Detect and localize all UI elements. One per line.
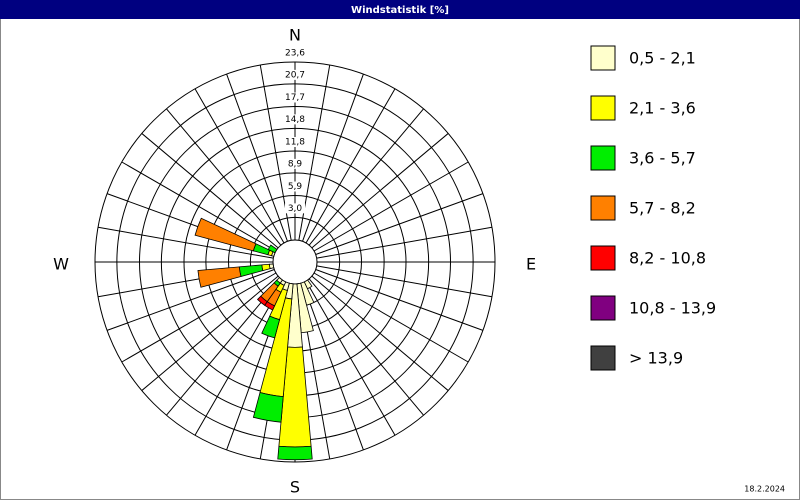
petal-segment [197,266,242,288]
r-tick-label: 20,7 [285,70,305,80]
title-bar [0,0,800,19]
grid-ring [94,61,496,463]
direction-label: N [289,26,301,45]
tick-label-bg [285,158,305,169]
tick-label-bg [285,69,305,80]
legend-swatch [590,245,616,271]
petal-segment [257,295,268,306]
legend-label: 2,1 - 3,6 [629,99,696,118]
r-tick-label: 3,0 [288,204,303,214]
r-tick-label: 14,8 [285,115,305,125]
legend-swatch [590,345,616,371]
tick-label-bg [285,137,305,147]
r-tick-label: 5,9 [288,182,303,192]
r-tick-label: 8,9 [288,159,303,169]
legend-label: 0,5 - 2,1 [629,49,696,68]
r-tick-label: 23,6 [285,49,305,59]
grid [94,61,496,463]
petal-segment [252,392,284,423]
legend-swatch [590,45,616,71]
petal-segment [277,445,313,461]
legend-swatch [590,295,616,321]
tick-label-bg [285,92,305,103]
tick-label-bg [285,114,305,125]
petal-segment [194,217,257,252]
legend-swatch [590,195,616,221]
legend-swatch [590,145,616,171]
tick-label-bg [285,181,305,192]
chart-title: Windstatistik [%] [351,5,449,16]
tick-label-bg [285,48,305,58]
petal-segment [261,315,281,339]
legend-label: 8,2 - 10,8 [629,249,706,268]
legend-swatch [590,95,616,121]
direction-label: W [53,255,69,274]
direction-label: E [526,255,536,274]
legend-label: > 13,9 [629,349,683,368]
direction-label: S [290,478,300,497]
legend-label: 10,8 - 13,9 [629,299,716,318]
petal-segment [267,244,278,254]
legend-label: 3,6 - 5,7 [629,149,696,168]
r-tick-label: 11,8 [285,138,305,148]
tick-label-bg [285,203,305,214]
legend-label: 5,7 - 8,2 [629,199,696,218]
r-tick-label: 17,7 [285,93,305,103]
date: 18.2.2024 [744,485,785,494]
